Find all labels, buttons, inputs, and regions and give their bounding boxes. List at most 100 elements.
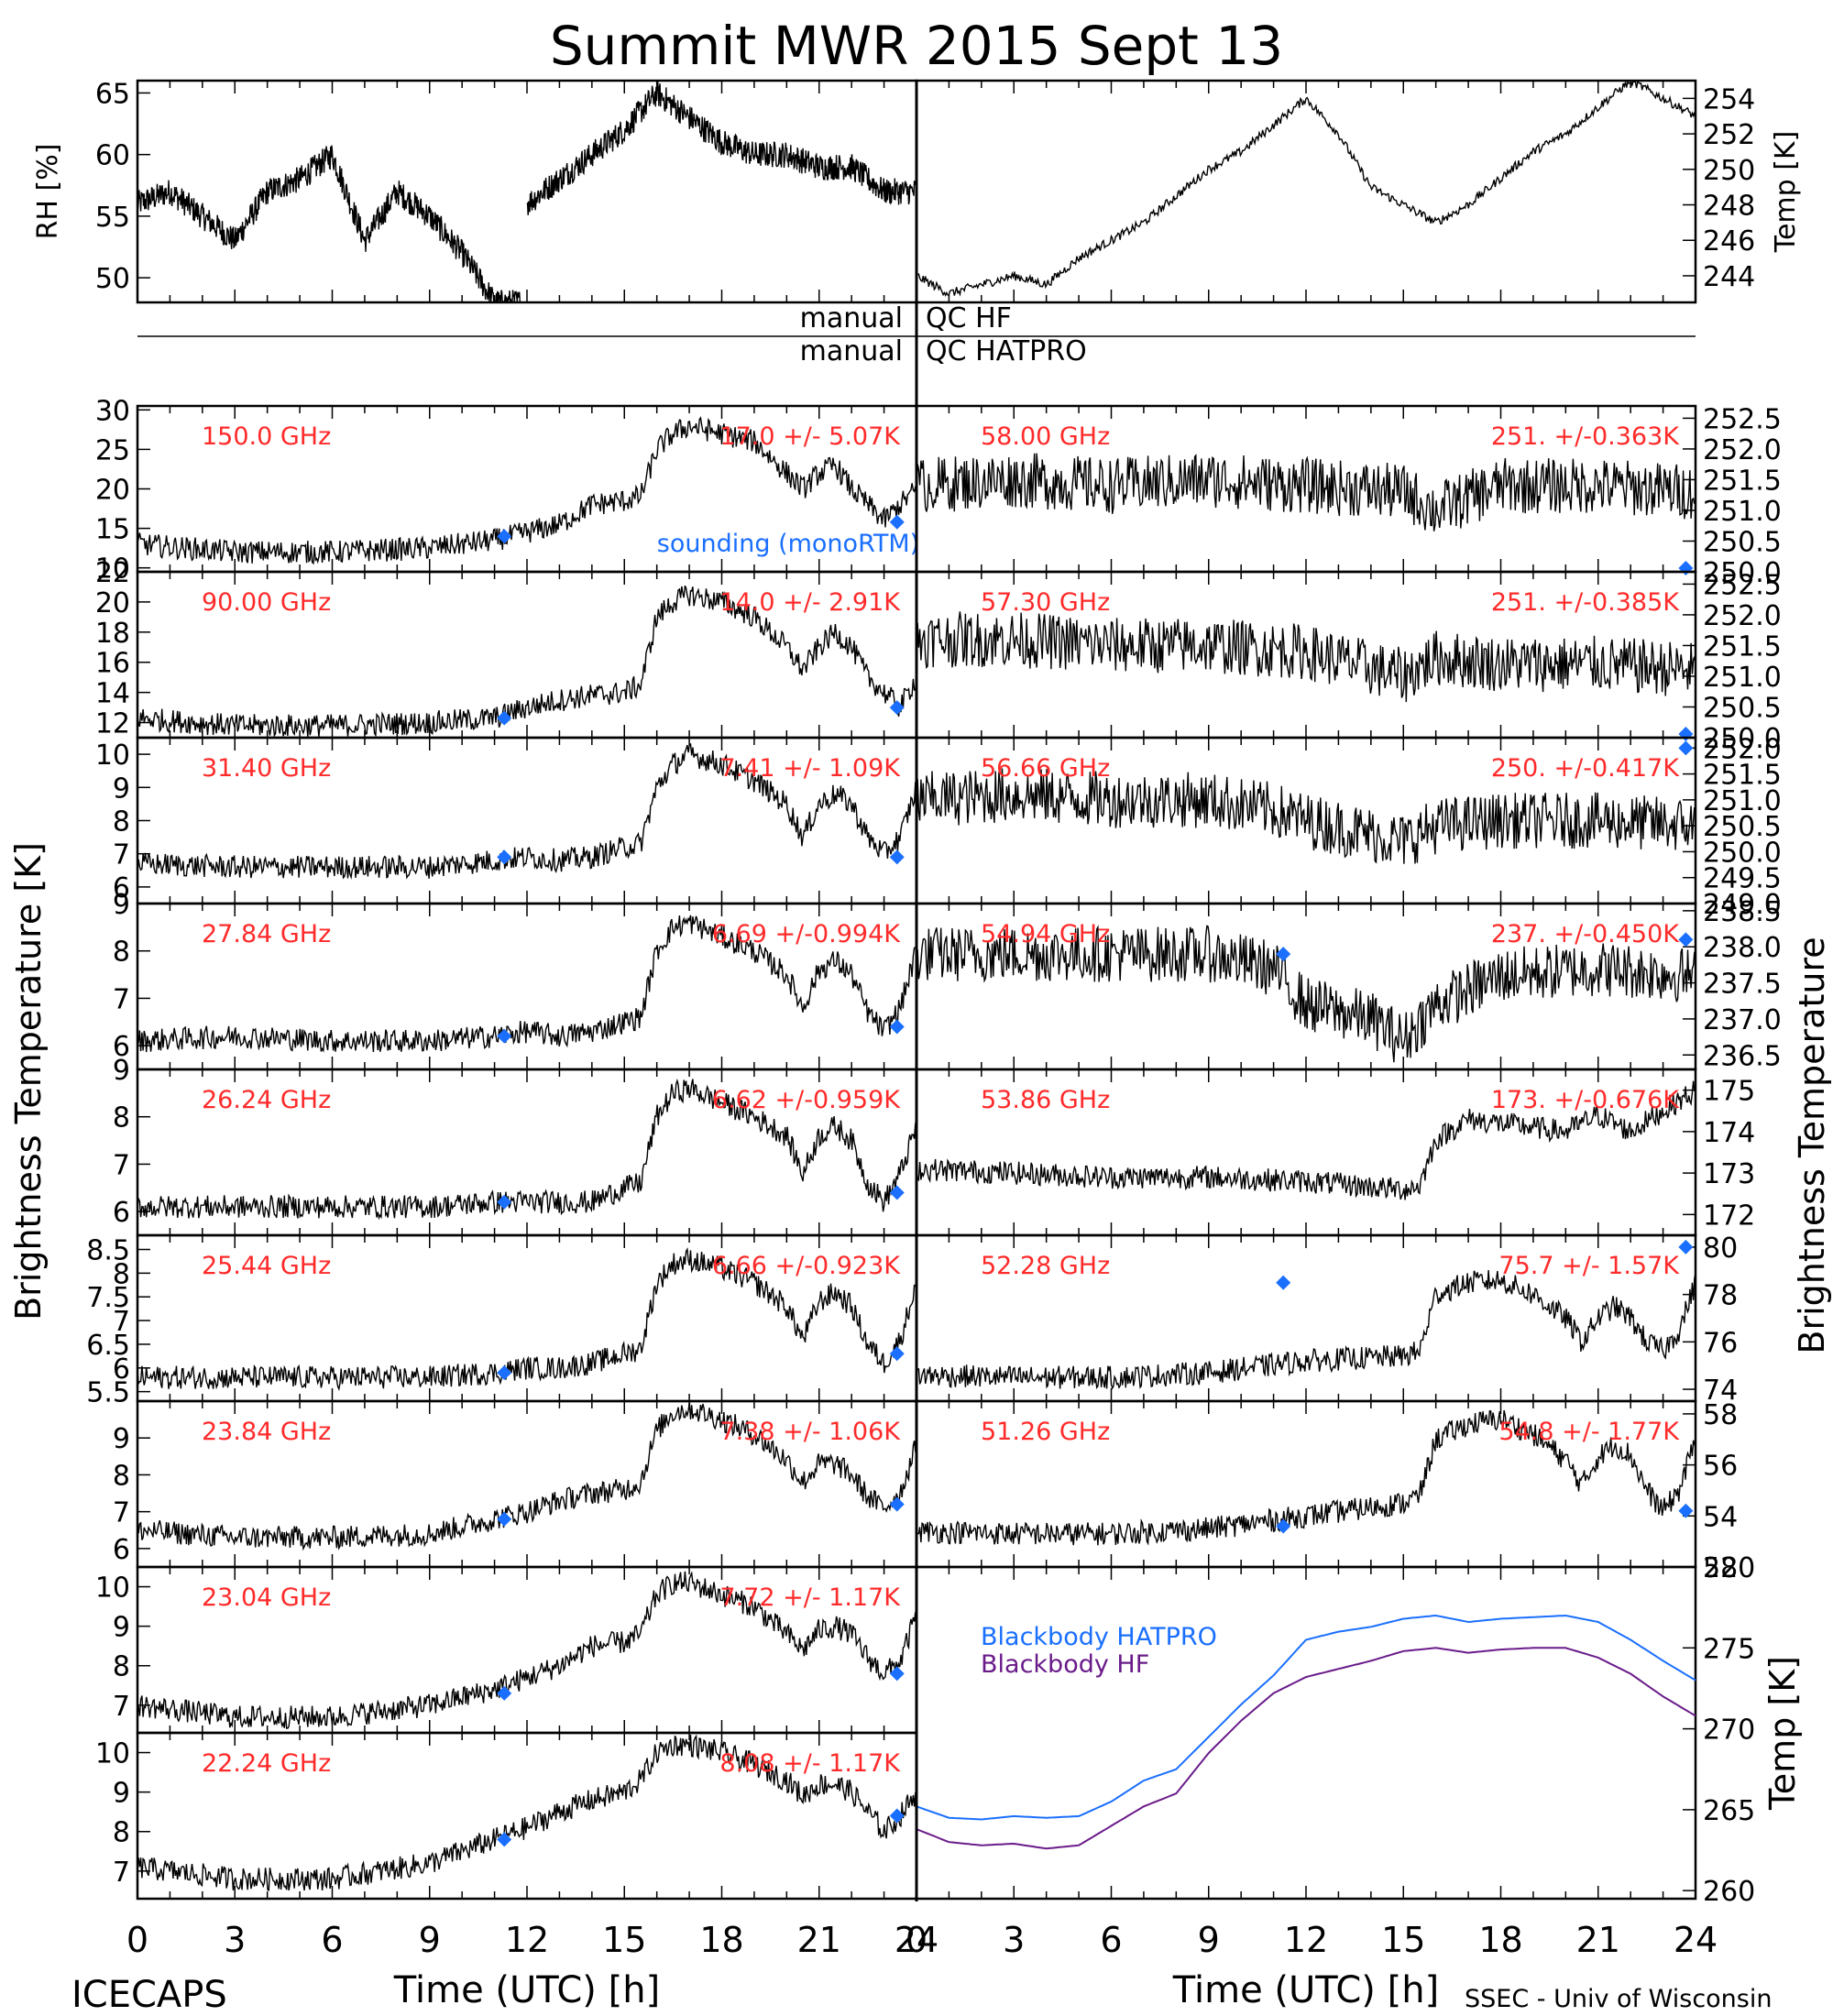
ch5800-stat-label: 251. +/-0.363K <box>1491 422 1680 451</box>
ch5666-ytick-label: 250.0 <box>1703 837 1782 869</box>
ch5730-channel-label: 57.30 GHz <box>981 588 1110 617</box>
ch2304-channel-label: 23.04 GHz <box>202 1583 331 1612</box>
x-tick-label-left-3: 9 <box>419 1920 441 1960</box>
rh-ytick-label: 55 <box>95 202 130 234</box>
ch5730-trace <box>916 611 1696 703</box>
ch2384-ytick-label: 9 <box>113 1423 130 1455</box>
ch5126-ytick-label: 56 <box>1703 1451 1738 1483</box>
ch5228-ytick-label: 74 <box>1703 1375 1738 1407</box>
ch2224-sounding-point-0 <box>497 1832 512 1847</box>
ch5126-ytick-label: 58 <box>1703 1399 1738 1431</box>
ch2544-ytick-label: 6.5 <box>86 1330 130 1362</box>
ch90-ytick-label: 22 <box>95 557 130 589</box>
ch2784-stat-label: 6.69 +/-0.994K <box>712 920 901 948</box>
ch150-channel-label: 150.0 GHz <box>202 422 331 451</box>
ch2384-channel-label: 23.84 GHz <box>202 1418 331 1446</box>
ch2784-ytick-label: 8 <box>113 937 130 969</box>
blackbody-panel: 260 265 270 275 280 Blackbody HATPROBlackbody… <box>915 1552 1803 1908</box>
ch5494-ytick-label: 237.0 <box>1703 1004 1782 1036</box>
ch31-channel-label: 31.40 GHz <box>202 754 331 783</box>
ch90-sounding-point-1 <box>889 700 905 716</box>
ch5126-sounding-point-0 <box>1276 1518 1291 1534</box>
ch150-ytick-label: 20 <box>95 475 130 507</box>
ch2224-ytick-label: 9 <box>113 1778 130 1810</box>
ch5494-ytick-label: 236.5 <box>1703 1040 1782 1072</box>
footer-right-label: SSEC - Univ of Wisconsin <box>1465 1985 1772 2013</box>
rh-trace <box>137 145 521 302</box>
ch5494-trace <box>916 925 1696 1063</box>
right-axis-title: Brightness Temperature <box>1792 937 1832 1353</box>
ch5800-ytick-label: 250.0 <box>1703 557 1782 589</box>
temp-ytick-label: 250 <box>1703 155 1755 187</box>
ch31-ytick-label: 6 <box>113 872 130 904</box>
ch2624-stat-label: 6.62 +/-0.959K <box>712 1086 901 1114</box>
ch2304-ytick-label: 9 <box>113 1612 130 1644</box>
ch90-ytick-label: 14 <box>95 678 130 710</box>
ch5494-sounding-point-0 <box>1276 947 1291 962</box>
ch2224-ytick-label: 7 <box>113 1857 130 1889</box>
ch2384-stat-label: 7.38 +/- 1.06K <box>719 1418 901 1446</box>
ch2544-channel-label: 25.44 GHz <box>202 1252 331 1280</box>
qc-manual-hf: manual <box>800 302 903 334</box>
ch90-ytick-label: 18 <box>95 618 130 650</box>
ch5494-ytick-label: 238.0 <box>1703 932 1782 964</box>
ch2544-sounding-point-0 <box>497 1364 512 1380</box>
qc-manual-hatpro: manual <box>800 335 903 367</box>
ch5494-sounding-point-1 <box>1678 932 1694 948</box>
ch5386-ytick-label: 174 <box>1703 1117 1755 1149</box>
ch5228-trace <box>916 1270 1696 1390</box>
rh-ytick-label: 65 <box>95 78 130 110</box>
ch5730-ytick-label: 250.0 <box>1703 723 1782 755</box>
ch150-sounding-point-1 <box>889 514 905 530</box>
temp-ytick-label: 246 <box>1703 225 1755 257</box>
x-axis-label-right: Time (UTC) [h] <box>1172 1969 1439 2011</box>
ch31-trace <box>137 743 917 880</box>
blackbody-ytick-label: 280 <box>1703 1552 1755 1584</box>
ch5730-ytick-label: 252.5 <box>1703 569 1782 601</box>
ch2624-ytick-label: 6 <box>113 1197 130 1229</box>
ch5386-ytick-label: 172 <box>1703 1200 1755 1232</box>
ch5666-ytick-label: 250.5 <box>1703 811 1782 843</box>
ch2544-ytick-label: 8.5 <box>86 1235 130 1267</box>
ch2224-sounding-point-1 <box>889 1808 905 1824</box>
ch5730-stat-label: 251. +/-0.385K <box>1491 588 1680 617</box>
ch2304-sounding-point-1 <box>889 1666 905 1682</box>
ch90-channel-label: 90.00 GHz <box>202 588 331 617</box>
ch2784-channel-label: 27.84 GHz <box>202 920 331 948</box>
ch2224-channel-label: 22.24 GHz <box>202 1749 331 1778</box>
ch2784-ytick-label: 6 <box>113 1031 130 1063</box>
ch2624-sounding-point-1 <box>889 1185 905 1200</box>
x-axis-label-left: Time (UTC) [h] <box>393 1969 660 2011</box>
ch90-ytick-label: 16 <box>95 648 130 680</box>
x-tick-label-right-7: 21 <box>1576 1920 1620 1960</box>
x-tick-label-right-6: 18 <box>1478 1920 1522 1960</box>
ch5126-channel-label: 51.26 GHz <box>981 1418 1110 1446</box>
ch5666-ytick-label: 249.5 <box>1703 863 1782 895</box>
ch2624-channel-label: 26.24 GHz <box>202 1086 331 1114</box>
qc-hf-label: QC HF <box>926 302 1012 334</box>
ch5800-ytick-label: 252.0 <box>1703 434 1782 466</box>
footer-left-label: ICECAPS <box>71 1974 227 2016</box>
x-tick-label-left-4: 12 <box>505 1920 549 1960</box>
ch5228-stat-label: 75.7 +/- 1.57K <box>1498 1252 1680 1280</box>
ch5666-channel-label: 56.66 GHz <box>981 754 1110 783</box>
x-tick-label-left-5: 15 <box>602 1920 646 1960</box>
ch2544-ytick-label: 8 <box>113 1258 130 1290</box>
ch5666-sounding-point-0 <box>1678 740 1694 756</box>
ch5666-stat-label: 250. +/-0.417K <box>1491 754 1680 783</box>
ch150-ytick-label: 25 <box>95 434 130 466</box>
ch31-ytick-label: 9 <box>113 772 130 805</box>
ch5126-panel: 52 54 56 58 51.26 GHz 54.8 +/- 1.77K <box>915 1399 1738 1584</box>
x-tick-label-left-2: 6 <box>321 1920 343 1960</box>
ch2624-trace <box>137 1078 917 1221</box>
ch2544-ytick-label: 7.5 <box>86 1282 130 1314</box>
x-tick-label-right-0: 0 <box>906 1920 927 1960</box>
ch5126-trace <box>916 1409 1696 1546</box>
ch2384-sounding-point-1 <box>889 1496 905 1512</box>
ch150-stat-label: 17.0 +/- 5.07K <box>719 422 901 451</box>
ch2224-ytick-label: 10 <box>95 1738 130 1770</box>
ch5666-ytick-label: 252.0 <box>1703 733 1782 765</box>
ch5800-channel-label: 58.00 GHz <box>981 422 1110 451</box>
ch150-ytick-label: 15 <box>95 514 130 546</box>
